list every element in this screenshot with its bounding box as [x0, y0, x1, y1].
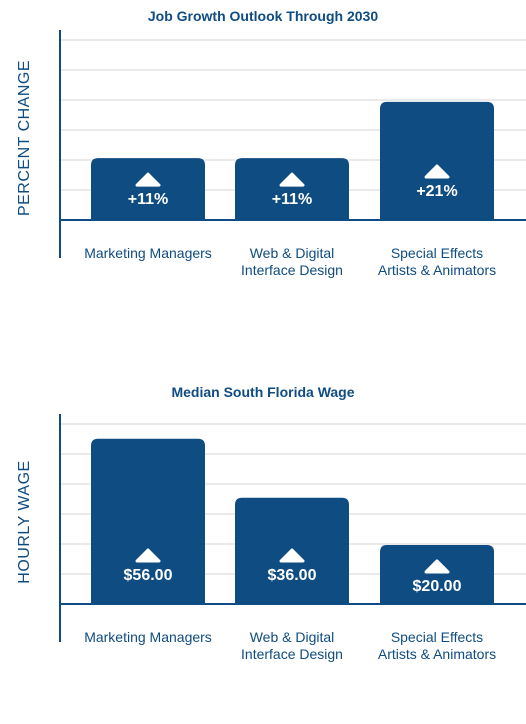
- data-label: +21%: [416, 183, 457, 200]
- triangle-up-icon: [424, 559, 450, 574]
- bar: [91, 158, 205, 220]
- x-tick-label: Web & Digital: [250, 245, 335, 261]
- hourly-wage-chart: HOURLY WAGE $56.00 Marketing Managers $36.0…: [16, 414, 526, 662]
- triangle-up-icon: [279, 172, 305, 187]
- data-label: $56.00: [124, 567, 173, 584]
- bar: [91, 438, 205, 604]
- x-tick-label: Artists & Animators: [378, 646, 496, 662]
- x-tick-label: Marketing Managers: [84, 245, 212, 261]
- bar: [235, 158, 349, 220]
- x-tick-label: Web & Digital: [250, 629, 335, 645]
- bar: [380, 544, 494, 604]
- data-label: +11%: [272, 191, 312, 208]
- x-tick-label: Special Effects: [391, 245, 483, 261]
- chart-2-title: Median South Florida Wage: [171, 384, 355, 400]
- x-tick-label: Marketing Managers: [84, 629, 212, 645]
- triangle-up-icon: [135, 548, 161, 563]
- x-tick-label: Special Effects: [391, 629, 483, 645]
- x-tick-label: Artists & Animators: [378, 262, 496, 278]
- data-label: +11%: [128, 191, 168, 208]
- triangle-up-icon: [279, 548, 305, 563]
- triangle-up-icon: [135, 172, 161, 187]
- x-tick-label: Interface Design: [241, 262, 343, 278]
- triangle-up-icon: [424, 164, 450, 179]
- chart-1-title: Job Growth Outlook Through 2030: [147, 8, 379, 24]
- data-label: $36.00: [268, 567, 317, 584]
- data-label: $20.00: [413, 578, 462, 595]
- bar: [380, 101, 494, 220]
- job-growth-chart: PERCENT CHANGE +11% Marketing Managers +11%…: [16, 30, 526, 278]
- x-tick-label: Interface Design: [241, 646, 343, 662]
- y-axis-label: PERCENT CHANGE: [16, 60, 33, 216]
- y-axis-label: HOURLY WAGE: [16, 460, 33, 583]
